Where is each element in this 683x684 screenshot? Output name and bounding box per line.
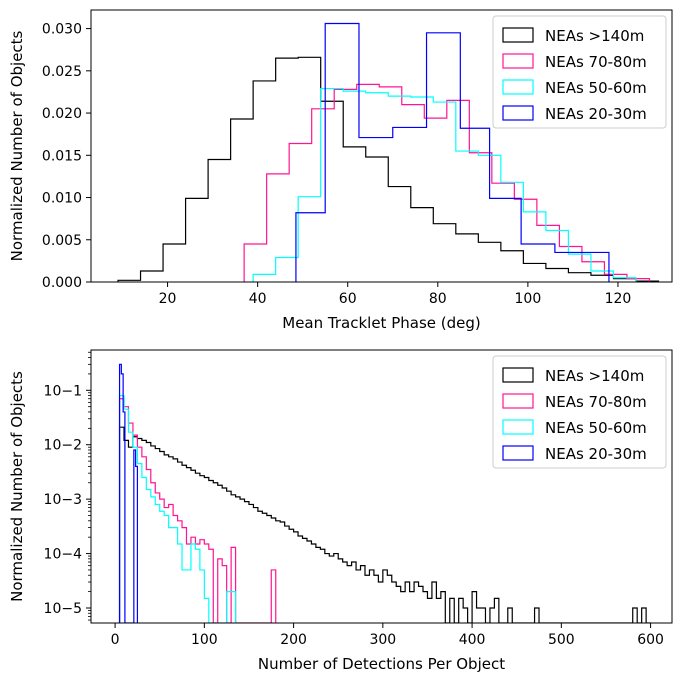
series-group	[117, 22, 660, 282]
x-tick-label: 120	[605, 291, 632, 307]
x-tick-label: 40	[249, 291, 267, 307]
series-group	[118, 363, 651, 623]
legend-swatch	[502, 79, 534, 95]
x-tick-label: 100	[515, 291, 542, 307]
x-tick-label: 0	[111, 632, 120, 648]
histogram-series-3	[252, 87, 637, 282]
y-tick-label: 0.025	[42, 64, 82, 80]
y-tick-label: 10−5	[44, 601, 82, 617]
legend-label: NEAs 70-80m	[545, 53, 647, 71]
x-axis-label: Number of Detections Per Object	[258, 655, 505, 673]
x-tick-label: 400	[459, 632, 486, 648]
axes-frame	[90, 349, 673, 624]
histogram-series-1	[117, 56, 660, 282]
histogram-series-4	[295, 22, 610, 282]
legend-label: NEAs >140m	[545, 367, 644, 385]
x-tick-label: 300	[369, 632, 396, 648]
y-tick-label: 10−1	[44, 383, 82, 399]
legend-label: NEAs >140m	[545, 27, 644, 45]
legend: NEAs >140m NEAs 70-80m NEAs 50-60m NEAs 20-…	[492, 355, 667, 469]
y-tick-label: 0.030	[42, 22, 82, 38]
y-tick-label: 0.005	[42, 233, 82, 249]
y-tick-label: 0.015	[42, 148, 82, 164]
x-axis-label: Mean Tracklet Phase (deg)	[282, 314, 480, 332]
y-tick-label: 0.000	[42, 275, 82, 291]
y-tick-label: 10−3	[44, 492, 82, 508]
x-tick-label: 80	[429, 291, 447, 307]
legend-label: NEAs 20-30m	[545, 445, 647, 463]
x-tick-label: 200	[280, 632, 307, 648]
legend-swatch	[502, 367, 534, 383]
histogram-series-4	[118, 363, 139, 623]
legend-box	[492, 15, 667, 129]
chart-panel-2: 0 100 200 300 400 500 600 10−5 10−4 10−3 10−2 10−1 N…	[8, 349, 673, 673]
x-tick-label: 100	[191, 632, 218, 648]
legend-label: NEAs 50-60m	[545, 79, 647, 97]
legend-label: NEAs 20-30m	[545, 105, 647, 123]
y-axis-label: Normalized Number of Objects	[8, 371, 26, 602]
y-tick-label: 0.010	[42, 191, 82, 207]
legend-swatch	[502, 105, 534, 121]
legend-box	[492, 355, 667, 469]
x-tick-label: 600	[637, 632, 664, 648]
y-axis-label: Normalized Number of Objects	[8, 30, 26, 261]
histogram-series-1	[118, 426, 651, 623]
legend-label: NEAs 70-80m	[545, 393, 647, 411]
x-tick-label: 500	[548, 632, 575, 648]
histogram-series-3	[118, 394, 237, 623]
chart-panel-1: 20 40 60 80 100 120 0.000 0.005 0.010 0.015 0.020 0…	[8, 9, 673, 332]
histogram-series-2	[243, 83, 651, 282]
legend-swatch	[502, 393, 534, 409]
legend-swatch	[502, 419, 534, 435]
legend-label: NEAs 50-60m	[545, 419, 647, 437]
axes-frame	[90, 9, 673, 283]
y-tick-label: 10−2	[44, 438, 82, 454]
y-tick-label: 0.020	[42, 106, 82, 122]
legend-swatch	[502, 53, 534, 69]
legend-swatch	[502, 445, 534, 461]
x-tick-label: 60	[339, 291, 357, 307]
legend-swatch	[502, 27, 534, 43]
legend: NEAs >140m NEAs 70-80m NEAs 50-60m NEAs 20-…	[492, 15, 667, 129]
y-tick-label: 10−4	[44, 547, 83, 563]
x-tick-label: 20	[159, 291, 177, 307]
